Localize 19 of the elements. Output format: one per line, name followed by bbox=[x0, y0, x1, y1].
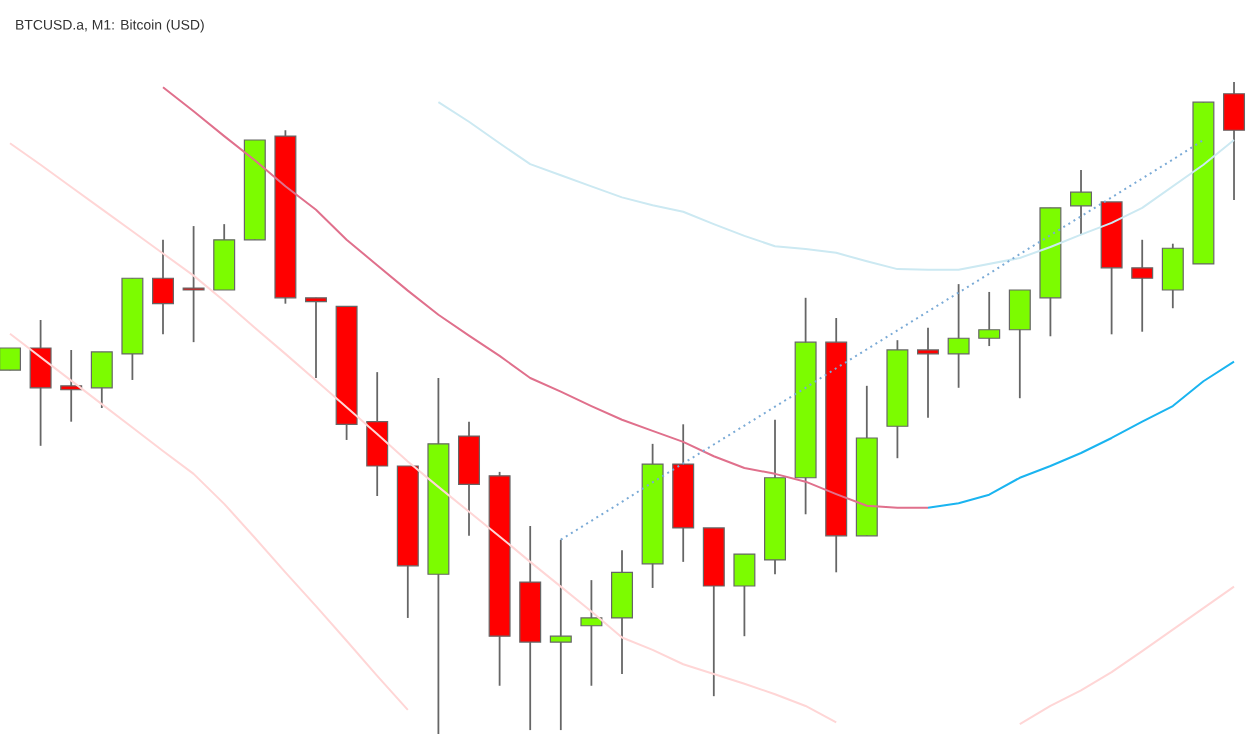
candlestick bbox=[366, 371, 389, 497]
candlestick bbox=[90, 351, 113, 409]
candlestick bbox=[0, 347, 22, 372]
candlestick bbox=[1070, 169, 1093, 235]
candlestick bbox=[305, 296, 328, 379]
candlestick bbox=[1161, 242, 1184, 310]
candlestick bbox=[182, 225, 205, 344]
candlestick bbox=[29, 319, 52, 447]
candlestick bbox=[1131, 238, 1154, 333]
candlestick bbox=[917, 326, 940, 419]
candlestick bbox=[978, 291, 1001, 347]
candlestick bbox=[580, 579, 603, 687]
candlestick bbox=[549, 538, 572, 731]
candlestick bbox=[152, 238, 175, 336]
candlestick bbox=[1008, 289, 1031, 400]
candlestick bbox=[611, 549, 634, 675]
candlestick bbox=[1223, 81, 1246, 201]
candlestick bbox=[947, 283, 970, 389]
candlestick bbox=[733, 553, 756, 638]
